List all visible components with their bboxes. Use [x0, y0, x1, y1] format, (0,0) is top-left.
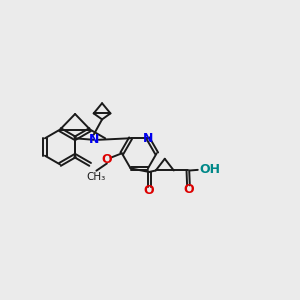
Text: OH: OH [200, 164, 221, 176]
Text: O: O [144, 184, 154, 197]
Text: O: O [183, 183, 194, 196]
Text: CH₃: CH₃ [87, 172, 106, 182]
Text: O: O [102, 153, 112, 166]
Text: N: N [143, 132, 153, 145]
Text: N: N [88, 133, 99, 146]
